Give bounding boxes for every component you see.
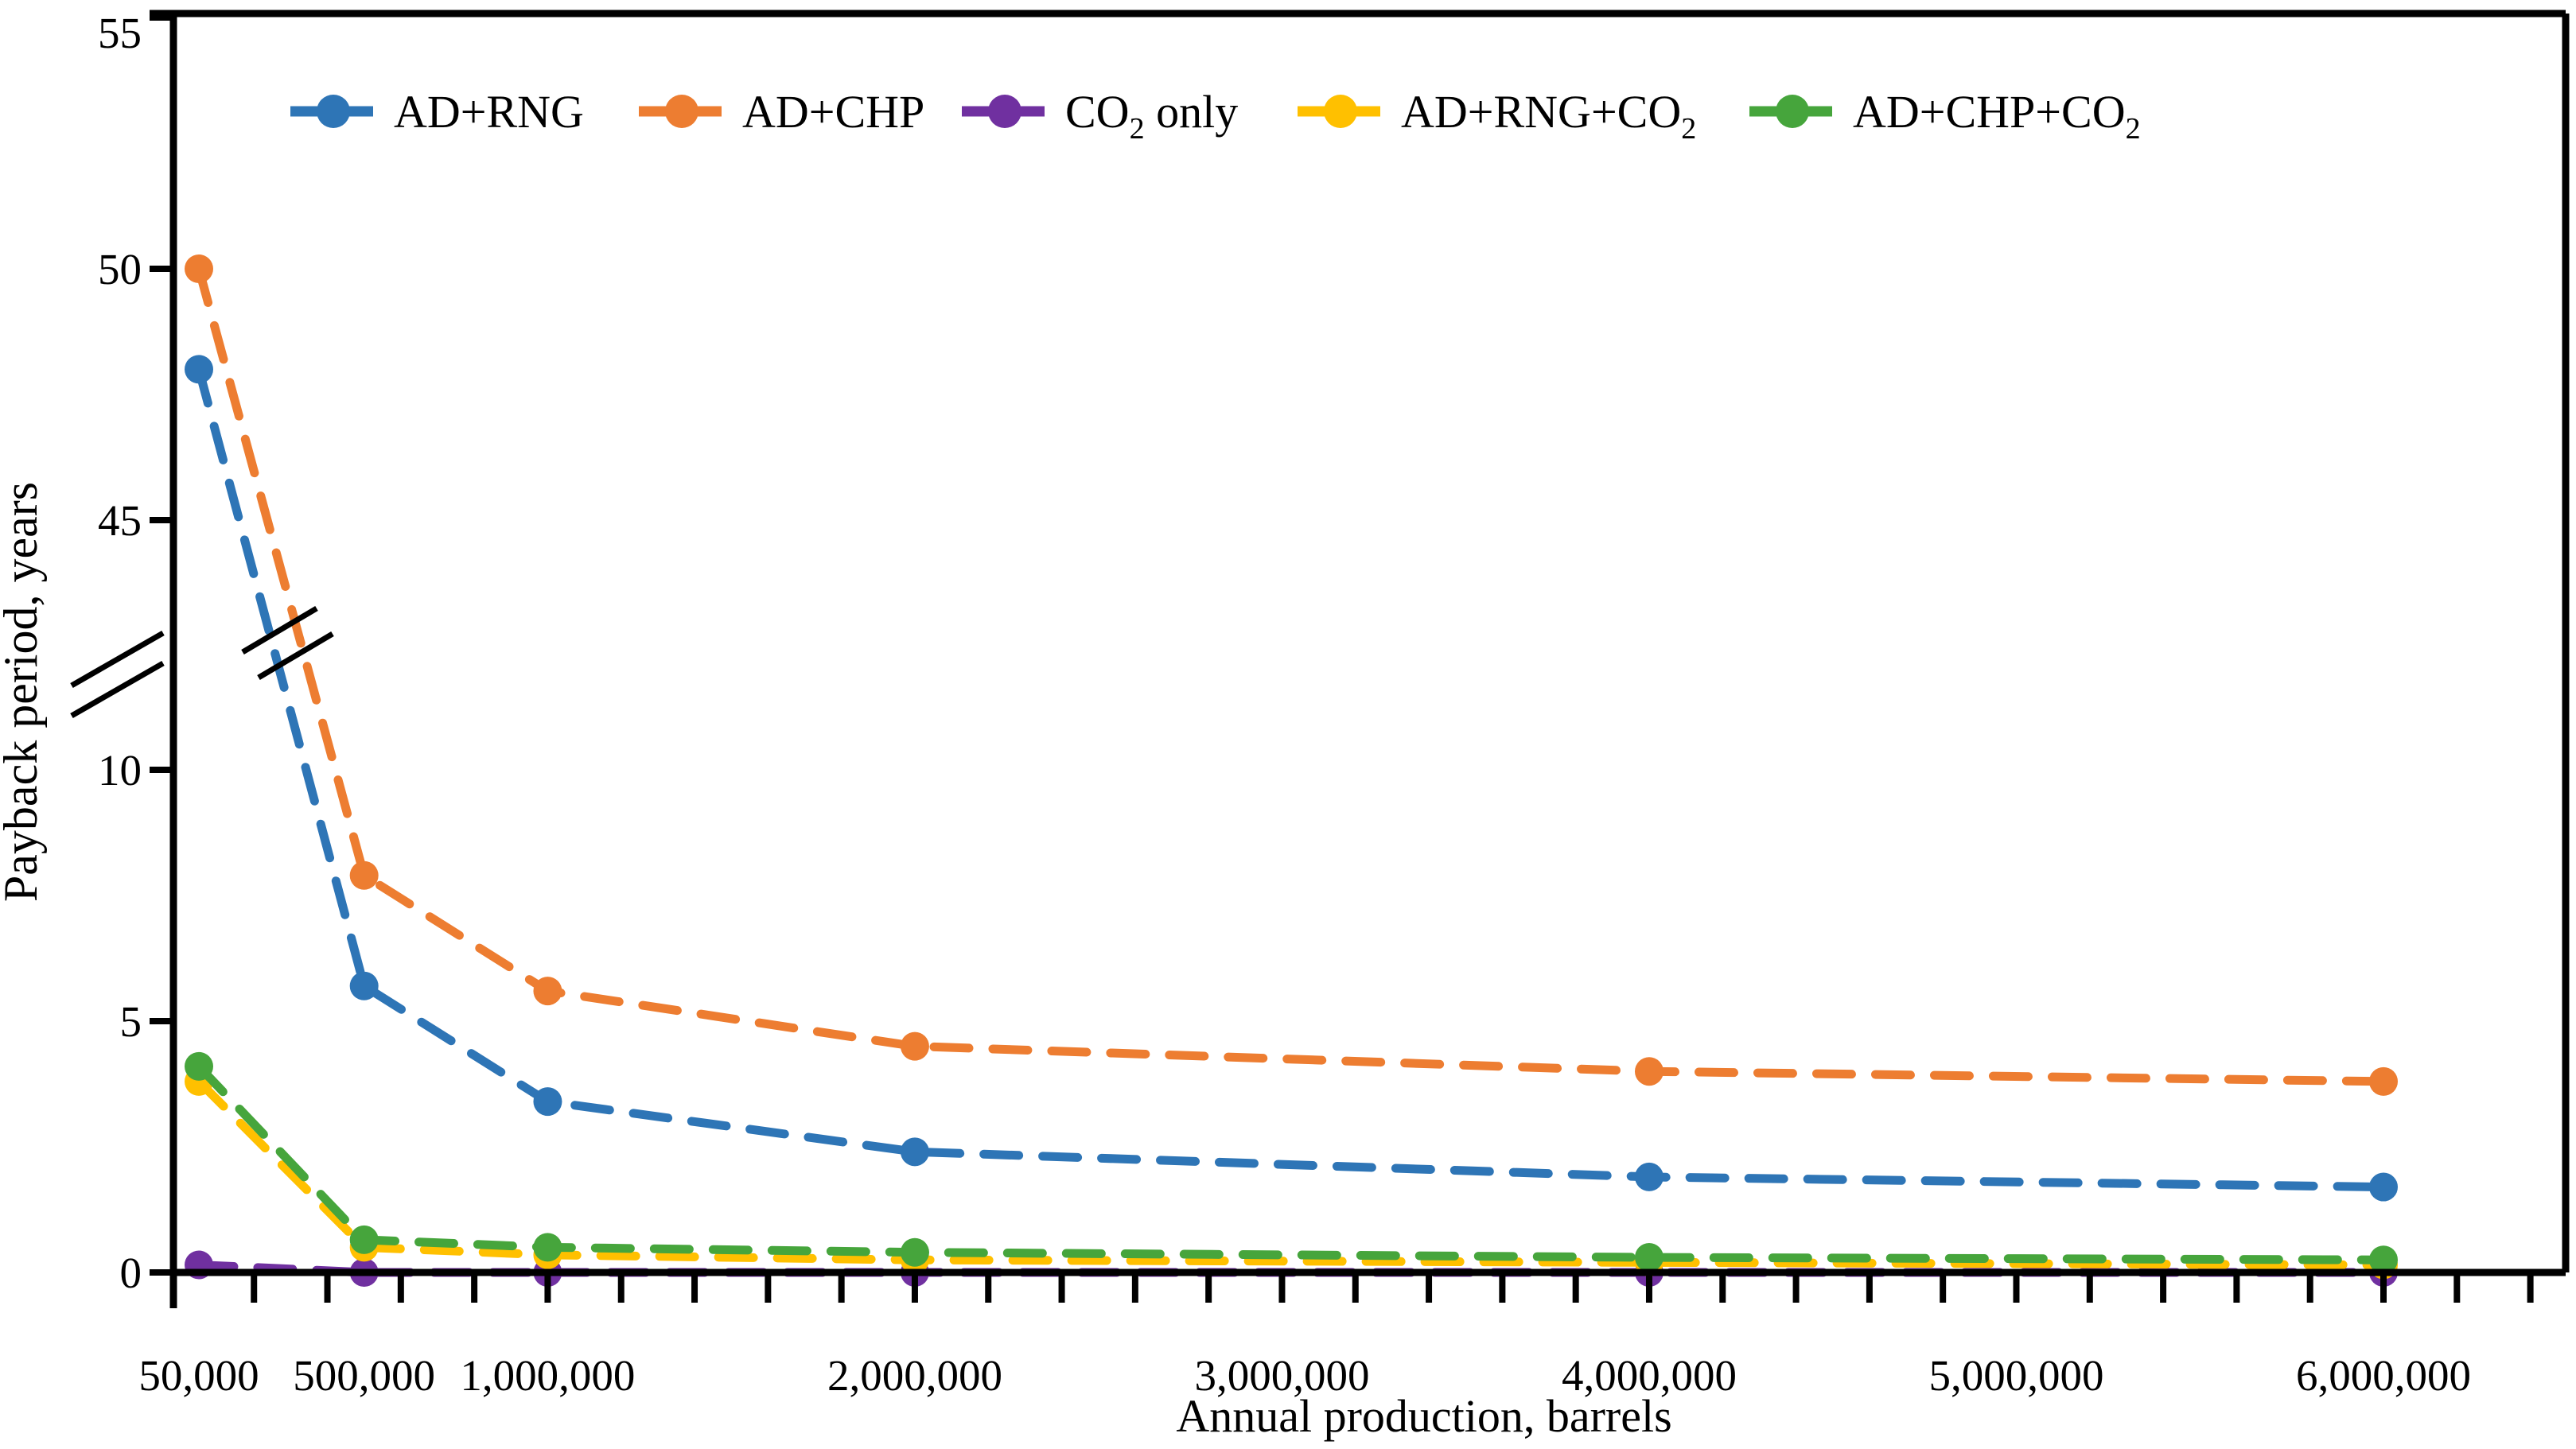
data-point xyxy=(349,971,379,1000)
data-point xyxy=(349,1225,379,1254)
data-point xyxy=(900,1031,929,1061)
legend-item-AD+CHP: AD+CHP xyxy=(639,86,924,138)
legend-item-CO2 only: CO2 only xyxy=(962,86,1238,146)
series-AD+CHP+CO2 xyxy=(185,1051,2398,1275)
data-point xyxy=(185,355,213,384)
x-tick-label: 4,000,000 xyxy=(1562,1351,1737,1400)
series-AD+RNG xyxy=(185,355,2398,1202)
legend-marker xyxy=(988,95,1021,128)
legend-item-AD+RNG: AD+RNG xyxy=(290,86,584,138)
data-point xyxy=(533,1233,562,1262)
x-tick-label: 50,000 xyxy=(138,1351,259,1400)
series-line xyxy=(194,1062,2388,1264)
data-point xyxy=(2369,1245,2398,1275)
data-point xyxy=(349,860,379,890)
data-point xyxy=(2369,1172,2398,1202)
y-tick-label: 55 xyxy=(98,9,142,57)
x-tick-label: 5,000,000 xyxy=(1928,1351,2103,1400)
legend-label: AD+RNG+CO2 xyxy=(1401,86,1696,146)
data-point xyxy=(2369,1066,2398,1096)
y-tick-label: 0 xyxy=(120,1249,142,1297)
data-point xyxy=(1634,1162,1664,1191)
legend-label: CO2 only xyxy=(1065,86,1238,146)
series-group xyxy=(185,254,2398,1287)
x-tick-label: 6,000,000 xyxy=(2296,1351,2471,1400)
legend-marker xyxy=(1776,95,1809,128)
series-line xyxy=(194,1077,2388,1270)
axis-overlay: 50,000 500,000 1,000,000 2,000,000 3,000,000… xyxy=(0,482,2566,1442)
y-tick-label: 10 xyxy=(98,746,142,794)
axis-break-slash xyxy=(70,660,165,719)
y-axis-title: Payback period, years xyxy=(0,482,47,902)
data-point xyxy=(533,977,562,1006)
legend-label: AD+CHP xyxy=(742,86,924,138)
x-tick-label: 500,000 xyxy=(293,1351,435,1400)
legend-label: AD+RNG xyxy=(394,86,584,138)
axis-break-slash xyxy=(70,630,165,689)
x-tick-label: 3,000,000 xyxy=(1194,1351,1369,1400)
data-point xyxy=(1634,1057,1664,1086)
axes: 0 5 10 45 50 55 xyxy=(98,9,2570,1308)
data-point xyxy=(533,1087,562,1117)
axis-break-slash xyxy=(241,605,318,655)
data-point xyxy=(185,254,213,283)
x-axis-title: Annual production, barrels xyxy=(1176,1390,1671,1442)
legend: AD+RNG AD+CHP CO2 only AD+RNG+CO2 AD+CHP+CO2 xyxy=(290,86,2141,146)
data-point xyxy=(900,1137,929,1167)
series-line xyxy=(194,364,2388,1192)
y-tick-label: 45 xyxy=(98,496,142,545)
legend-marker xyxy=(317,95,350,128)
legend-item-AD+CHP+CO2: AD+CHP+CO2 xyxy=(1749,86,2141,146)
data-point xyxy=(900,1237,929,1267)
y-tick-label: 50 xyxy=(98,245,142,293)
axis-break-slash xyxy=(257,631,334,681)
series-AD+CHP xyxy=(185,254,2398,1096)
data-point xyxy=(1634,1243,1664,1272)
legend-label: AD+CHP+CO2 xyxy=(1853,86,2141,146)
x-tick-label: 2,000,000 xyxy=(827,1351,1002,1400)
legend-item-AD+RNG+CO2: AD+RNG+CO2 xyxy=(1298,86,1696,146)
series-line xyxy=(194,264,2388,1086)
legend-marker xyxy=(665,95,698,128)
legend-marker xyxy=(1324,95,1357,128)
x-tick-label: 1,000,000 xyxy=(460,1351,635,1400)
y-tick-label: 5 xyxy=(120,997,142,1046)
data-point xyxy=(185,1051,213,1081)
